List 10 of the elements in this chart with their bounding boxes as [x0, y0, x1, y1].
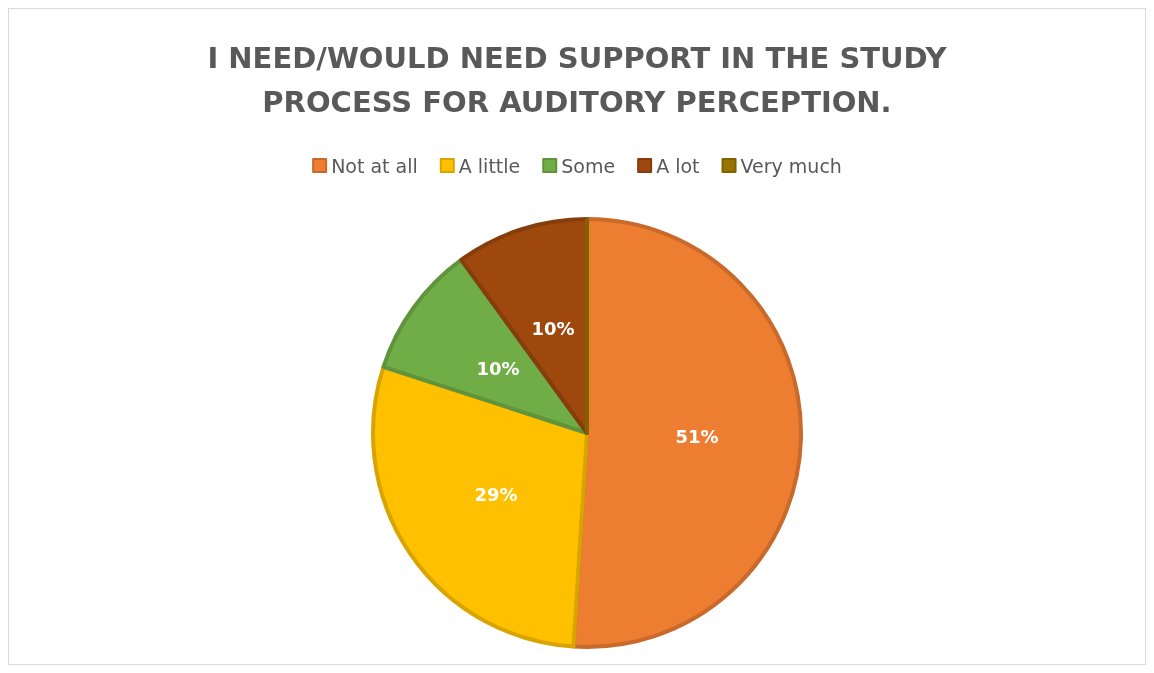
chart-title: I NEED/WOULD NEED SUPPORT IN THE STUDY PROCESS FOR AUDITORY PERCEPTION.	[207, 41, 948, 119]
data-label: 10%	[476, 357, 520, 379]
legend-label: Not at all	[331, 154, 418, 177]
legend-label: A little	[458, 154, 521, 177]
legend-label: Very much	[740, 154, 842, 177]
data-label: 29%	[474, 484, 518, 506]
legend-label: A lot	[656, 154, 700, 177]
data-label: 51%	[675, 425, 719, 447]
data-label: 10%	[531, 317, 575, 339]
legend-label: Some	[561, 154, 616, 177]
